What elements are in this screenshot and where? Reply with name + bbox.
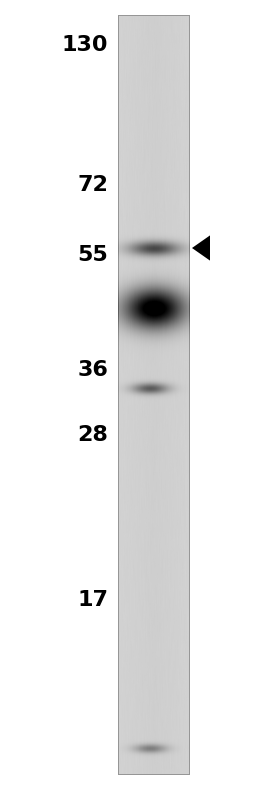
Polygon shape <box>192 235 210 261</box>
Text: 28: 28 <box>77 425 108 445</box>
Text: 36: 36 <box>77 360 108 380</box>
Text: 130: 130 <box>61 35 108 55</box>
Text: 55: 55 <box>77 245 108 265</box>
Text: 72: 72 <box>77 175 108 195</box>
Text: 17: 17 <box>77 590 108 610</box>
